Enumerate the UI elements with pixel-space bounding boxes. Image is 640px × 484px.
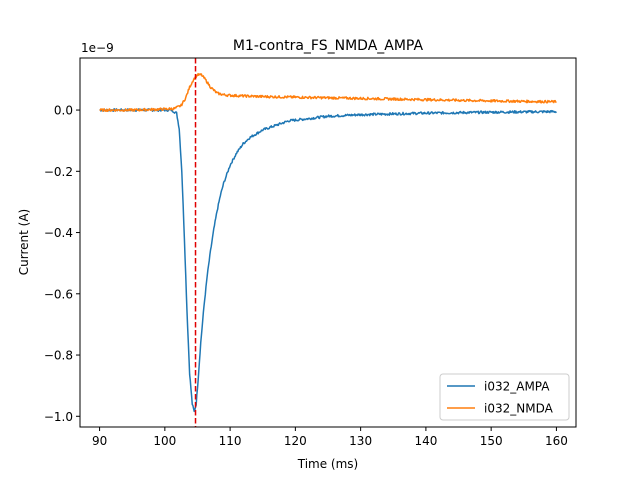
legend-label: i032_AMPA xyxy=(484,380,550,394)
y-axis: 0.0 −0.2 −0.4 −0.6 −0.8 −1.0 xyxy=(44,104,80,424)
x-axis-label: Time (ms) xyxy=(297,457,359,471)
y-tick-label: −0.4 xyxy=(44,226,73,240)
x-tick-label: 110 xyxy=(219,434,242,448)
y-tick-label: −1.0 xyxy=(44,410,73,424)
series-line-i032-nmda xyxy=(99,72,557,112)
y-axis-label: Current (A) xyxy=(17,209,31,275)
plot-frame xyxy=(79,57,577,428)
legend-label: i032_NMDA xyxy=(484,402,554,416)
x-tick-label: 130 xyxy=(349,434,372,448)
y-tick-label: 0.0 xyxy=(54,104,73,118)
x-tick-label: 120 xyxy=(284,434,307,448)
x-tick-label: 140 xyxy=(414,434,437,448)
chart-title: M1-contra_FS_NMDA_AMPA xyxy=(233,38,424,54)
x-tick-label: 160 xyxy=(545,434,568,448)
series-line-i032-ampa xyxy=(99,108,557,413)
plot-area xyxy=(79,57,577,428)
y-offset-label: 1e−9 xyxy=(81,41,114,55)
x-tick-label: 90 xyxy=(92,434,107,448)
x-axis: 90 100 110 120 130 140 150 160 xyxy=(92,427,568,448)
y-tick-label: −0.6 xyxy=(44,287,73,301)
y-tick-label: −0.2 xyxy=(44,165,73,179)
x-tick-label: 100 xyxy=(153,434,176,448)
x-tick-label: 150 xyxy=(480,434,503,448)
legend: i032_AMPA i032_NMDA xyxy=(439,373,570,421)
y-tick-label: −0.8 xyxy=(44,349,73,363)
series-layer xyxy=(99,72,557,413)
